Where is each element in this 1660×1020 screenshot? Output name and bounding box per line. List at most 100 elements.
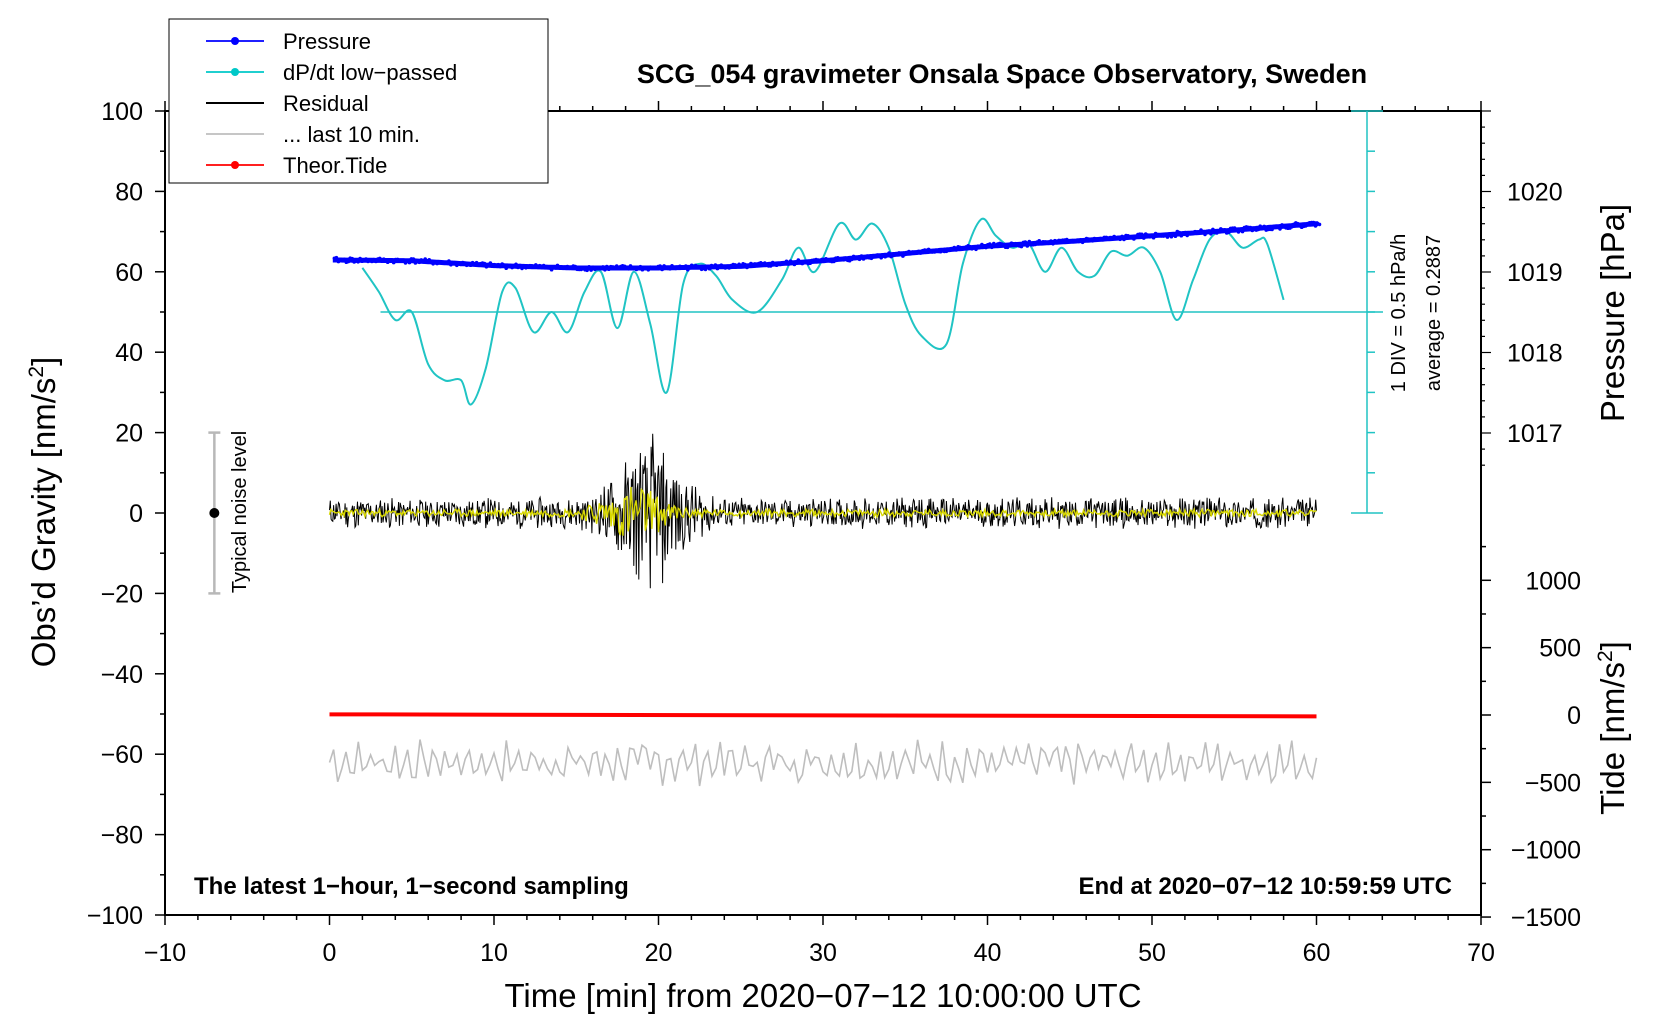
pressure-point <box>1167 232 1172 236</box>
pressure-point <box>601 265 605 269</box>
pressure-point <box>1248 225 1253 230</box>
pressure-point <box>792 262 797 267</box>
y-tick-label: −20 <box>101 580 143 608</box>
pressure-point <box>808 261 812 266</box>
pressure-point <box>1019 244 1024 249</box>
pressure-point <box>743 262 747 267</box>
pressure-point <box>520 266 524 271</box>
pressure-point <box>1262 224 1266 229</box>
pressure-point <box>713 263 718 267</box>
pressure-point <box>1201 230 1205 234</box>
y-tick-label: 100 <box>101 98 143 126</box>
y-tick-label: 0 <box>129 500 143 528</box>
noise-indicator <box>208 431 221 595</box>
x-tick-label: 30 <box>809 939 837 967</box>
pressure-point <box>859 254 864 258</box>
annotation-left: The latest 1−hour, 1−second sampling <box>194 873 629 900</box>
pressure-point <box>857 257 862 262</box>
pressure-point <box>768 264 773 268</box>
pressure-point <box>984 245 988 250</box>
dpdt-line <box>361 217 1285 406</box>
noise-label: Typical noise level <box>229 431 251 593</box>
pressure-point <box>1290 225 1294 229</box>
pressure-point <box>1183 230 1187 235</box>
pressure-point <box>346 259 351 264</box>
pressure-point <box>887 251 891 255</box>
scale-label-div: 1 DIV = 0.5 hPa/h <box>1388 234 1410 392</box>
tide-tick-label: −1500 <box>1511 904 1581 932</box>
pressure-point <box>727 266 731 270</box>
y-tick-label: −40 <box>101 661 143 689</box>
x-tick-label: 70 <box>1467 939 1495 967</box>
y-axis-title-pressure: Pressure [hPa] <box>1594 204 1631 422</box>
legend-label: Residual <box>283 91 369 116</box>
pressure-point <box>549 267 554 272</box>
pressure-point <box>1222 228 1227 232</box>
pressure-point <box>407 260 412 265</box>
pressure-point <box>1207 229 1211 233</box>
tide-line <box>329 712 1317 719</box>
pressure-point <box>988 242 992 246</box>
y-tick-label: 80 <box>115 178 143 206</box>
pressure-point <box>974 247 978 252</box>
pressure-point <box>1165 235 1170 239</box>
pressure-point <box>585 268 589 273</box>
pressure-point <box>1151 235 1156 240</box>
pressure-point <box>626 267 631 271</box>
tide-tick-label: 500 <box>1539 635 1581 663</box>
pressure-point <box>646 268 651 272</box>
tide-tick-label: 1000 <box>1525 567 1581 595</box>
chart-title: SCG_054 gravimeter Onsala Space Observat… <box>637 59 1367 89</box>
y-tick-label: −60 <box>101 741 143 769</box>
pressure-line <box>332 221 1319 271</box>
pressure-point <box>1177 230 1182 235</box>
y-axis-title-left: Obs’d Gravity [nm/s2] <box>25 357 62 668</box>
last-10-min-line <box>328 739 1318 787</box>
pressure-point <box>378 256 382 261</box>
y-tick-label: −100 <box>87 902 143 930</box>
pressure-point <box>514 262 518 267</box>
pressure-point <box>358 256 362 261</box>
pressure-point <box>482 261 487 266</box>
pressure-point <box>421 260 426 264</box>
pressure-point <box>1023 240 1028 244</box>
y-tick-label: 20 <box>115 420 143 448</box>
pressure-point <box>786 262 791 266</box>
pressure-point <box>1203 232 1207 237</box>
pressure-point <box>980 242 984 247</box>
pressure-point <box>638 264 643 269</box>
x-axis-title: Time [min] from 2020−07−12 10:00:00 UTC <box>504 977 1141 1014</box>
pressure-series <box>332 220 1322 273</box>
pressure-point <box>1027 239 1032 244</box>
x-tick-label: 50 <box>1138 939 1166 967</box>
pressure-point <box>1240 229 1245 234</box>
pressure-point <box>1005 245 1010 250</box>
pressure-point <box>832 259 836 264</box>
series-layer <box>328 217 1322 787</box>
pressure-point <box>1118 237 1122 242</box>
pressure-point <box>954 248 958 252</box>
pressure-point <box>488 261 493 265</box>
pressure-tick-label: 1018 <box>1507 340 1563 368</box>
tide-tick-label: 0 <box>1567 702 1581 730</box>
pressure-point <box>356 260 360 264</box>
pressure-point <box>796 258 801 262</box>
pressure-point <box>644 265 649 270</box>
noise-center-dot <box>209 508 220 518</box>
pressure-point <box>1134 235 1138 240</box>
legend-label: Theor.Tide <box>283 153 387 178</box>
x-tick-label: 40 <box>974 939 1002 967</box>
y-axis-ticks: −100 −80 −60 −40 −20 0 20 40 60 80 100 <box>87 98 165 930</box>
legend-marker <box>231 37 239 45</box>
x-tick-label: 60 <box>1303 939 1331 967</box>
pressure-point <box>684 264 688 268</box>
residual-line <box>329 433 1317 589</box>
y-tick-label: 60 <box>115 259 143 287</box>
pressure-tick-label: 1017 <box>1507 420 1563 448</box>
pressure-point <box>468 263 473 268</box>
tide-axis-ticks: −1500 −1000 −500 0 500 1000 <box>1481 545 1581 932</box>
pressure-point <box>391 260 396 265</box>
pressure-point <box>553 266 558 270</box>
pressure-point <box>1142 236 1146 240</box>
pressure-point <box>518 263 522 268</box>
